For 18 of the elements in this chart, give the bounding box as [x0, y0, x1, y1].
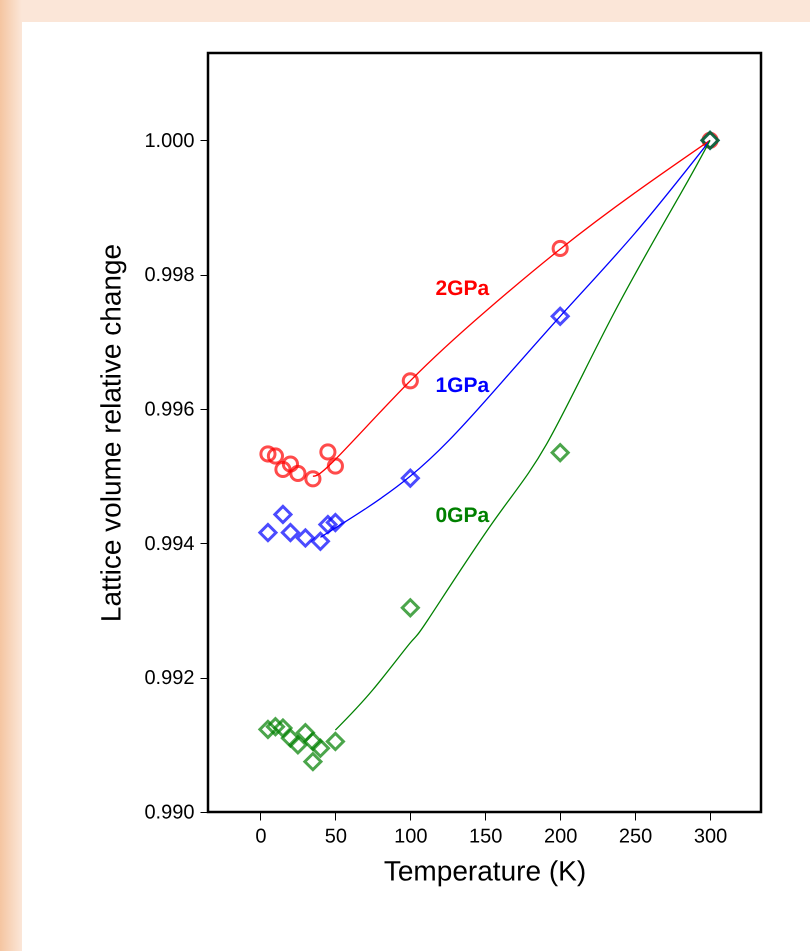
x-tick-label: 250	[618, 826, 652, 848]
x-tick-label: 200	[544, 826, 578, 848]
y-tick-label: 0.994	[144, 532, 194, 555]
text: 1GPa	[435, 374, 490, 398]
y-axis-title: Lattice volume relative change	[95, 244, 126, 622]
x-tick-label: 150	[469, 826, 502, 848]
x-tick-label: 50	[324, 826, 348, 848]
y-tick-label: 1.000	[144, 130, 194, 152]
x-tick-label: 100	[394, 826, 428, 848]
text: 2GPa	[435, 276, 490, 300]
y-tick-label: 0.996	[144, 398, 194, 420]
text: 0GPa	[435, 504, 490, 527]
y-tick-label: 0.990	[144, 802, 194, 824]
y-tick-label: 0.992	[144, 667, 194, 690]
x-tick-label: 300	[694, 826, 728, 848]
y-tick-label: 0.998	[144, 264, 194, 286]
x-tick-label: 0	[255, 826, 267, 848]
x-axis-title: Temperature (K)	[384, 856, 586, 886]
